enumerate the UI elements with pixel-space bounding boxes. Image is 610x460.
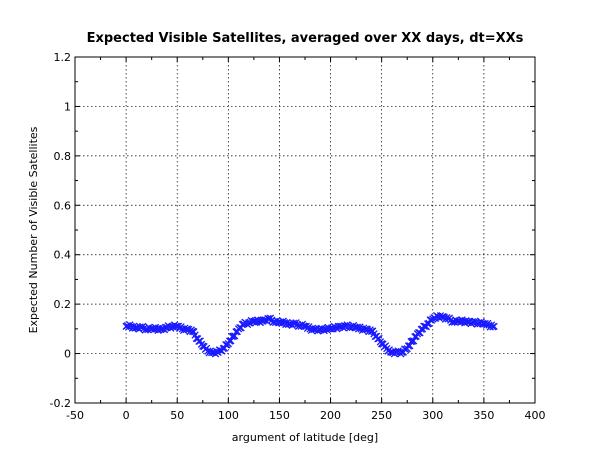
data-series: [122, 311, 498, 358]
x-tick-label: -50: [66, 409, 84, 422]
grid: [75, 57, 535, 403]
data-point: [490, 322, 498, 331]
x-tick-label: 300: [422, 409, 443, 422]
y-tick-label: -0.2: [50, 397, 71, 410]
y-tick-label: 0.6: [54, 199, 72, 212]
data-point: [227, 337, 235, 345]
x-tick-label: 50: [170, 409, 184, 422]
chart-title: Expected Visible Satellites, averaged ov…: [87, 31, 524, 46]
y-tick-label: 0: [64, 348, 71, 361]
x-tick-label: 250: [371, 409, 392, 422]
plot-frame: [74, 56, 536, 404]
x-tick-label: 200: [320, 409, 341, 422]
y-tick-label: 1: [64, 100, 71, 113]
x-tick-label: 400: [525, 409, 546, 422]
x-tick-label: 100: [218, 409, 239, 422]
data-point: [409, 337, 418, 345]
x-tick-label: 350: [473, 409, 494, 422]
x-axis-label: argument of latitude [deg]: [232, 431, 378, 444]
data-point: [420, 322, 428, 330]
axis-ticks: -50 0 50 100 150 200 250 300 350 400 -0.2 0 0.2 0.4 0.…: [50, 51, 546, 422]
x-tick-label: 150: [269, 409, 290, 422]
data-point: [231, 332, 239, 340]
data-point: [406, 342, 414, 350]
y-tick-label: 0.4: [54, 249, 72, 262]
y-tick-label: 1.2: [54, 51, 72, 64]
y-axis-label: Expected Number of Visible Satellites: [27, 126, 40, 333]
y-tick-label: 0.2: [54, 298, 72, 311]
x-tick-label: 0: [123, 409, 130, 422]
y-tick-label: 0.8: [54, 150, 72, 163]
